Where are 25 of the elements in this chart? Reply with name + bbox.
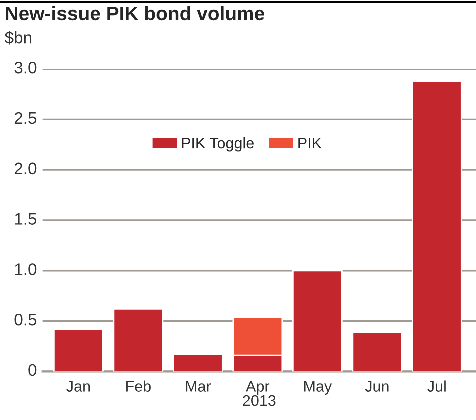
bar [53,328,104,372]
x-tick-label: Jul [428,380,446,392]
x-tick-label: May [304,381,332,395]
x-tick-label: Mar [186,381,212,392]
x-tick-label: Jan [66,381,90,392]
y-tick-label: 1.0 [15,264,37,276]
bar [113,308,164,372]
bar [352,332,403,372]
x-axis-title: 2013 [243,395,276,406]
y-tick-label: 2.0 [14,162,37,175]
legend-label: PIK Toggle [182,137,254,152]
x-tick-label: Apr [246,381,270,395]
bar [292,270,343,372]
y-tick-label: 3.0 [14,62,37,74]
y-tick-label: 0 [28,364,37,376]
bar [412,80,462,372]
y-tick-label: 1.5 [15,213,37,225]
y-axis-title: $bn [4,31,32,45]
bar [172,354,224,372]
chart-title: New-issue PIK bond volume [6,6,264,21]
x-tick-label: Feb [126,380,151,392]
y-tick-label: 0.5 [14,314,37,326]
legend-label: PIK [298,138,322,149]
x-tick-label: Jun [365,381,389,392]
y-tick-label: 2.5 [14,112,37,124]
